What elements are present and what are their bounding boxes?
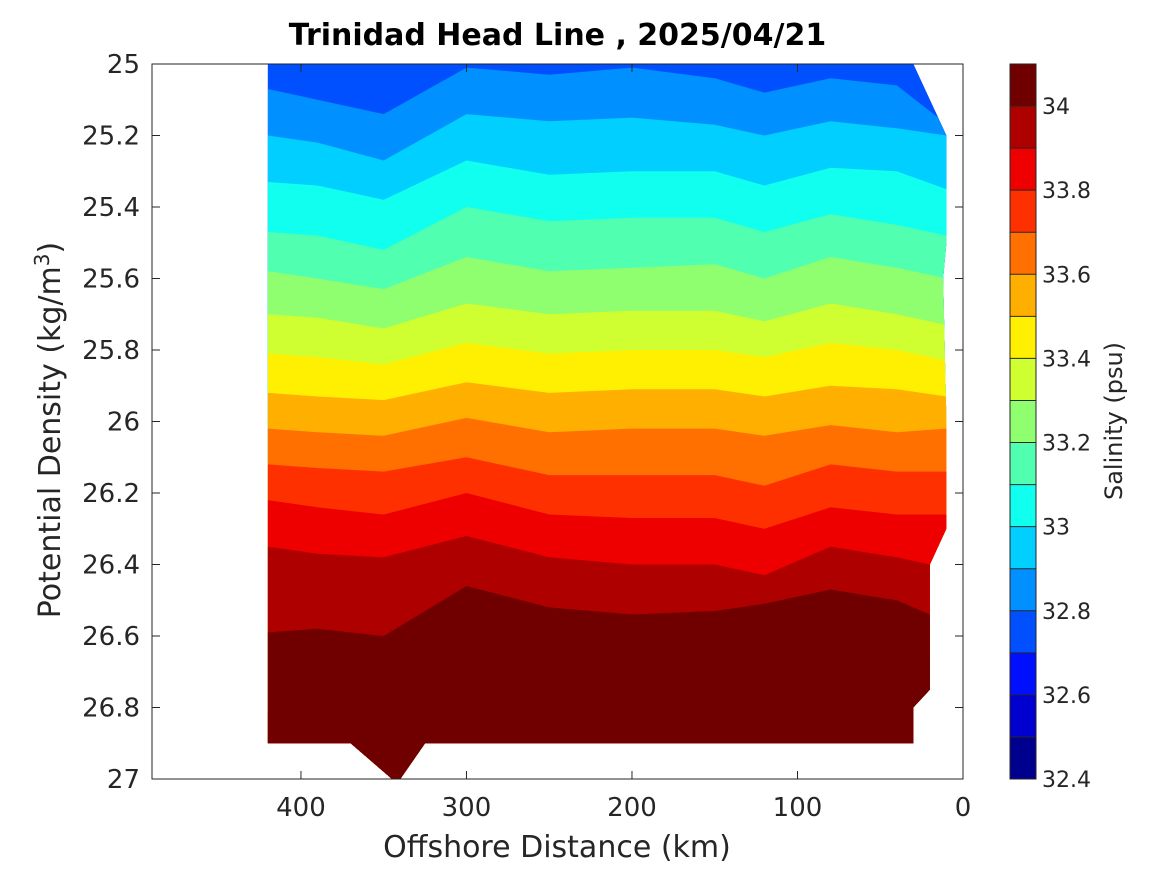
y-tick-label: 26.4: [82, 551, 140, 581]
colorbar-segment: [1010, 568, 1036, 611]
colorbar-segment: [1010, 190, 1036, 233]
chart-title: Trinidad Head Line , 2025/04/21: [288, 18, 827, 53]
colorbar-tick-label: 32.6: [1042, 684, 1091, 709]
colorbar-segment: [1010, 358, 1036, 401]
y-tick-label: 25.2: [82, 122, 140, 152]
colorbar-tick-label: 33.6: [1042, 263, 1091, 288]
y-axis: 25 25.2 25.4 25.6 25.8 26 26.2 26.4 26.6 26.8 27: [82, 50, 963, 795]
colorbar-segment: [1010, 694, 1036, 737]
y-tick-label: 26.6: [82, 622, 140, 652]
colorbar-tick-label: 33.2: [1042, 432, 1091, 457]
colorbar-tick-label: 33: [1042, 516, 1070, 541]
colorbar-segment: [1010, 526, 1036, 569]
colorbar-tick-label: 33.8: [1042, 179, 1091, 204]
colorbar-segment: [1010, 316, 1036, 359]
x-tick-label: 200: [607, 793, 657, 823]
colorbar-tick-label: 32.4: [1042, 768, 1091, 793]
colorbar-segment: [1010, 442, 1036, 485]
colorbar-tick-label: 32.8: [1042, 600, 1091, 625]
y-axis-label-main: Potential Density (kg/m: [33, 266, 68, 618]
colorbar-segment: [1010, 652, 1036, 695]
y-axis-label-tail: ): [33, 242, 68, 254]
y-tick-label: 25.8: [82, 336, 140, 366]
y-tick-label: 27: [107, 765, 140, 795]
colorbar-segment: [1010, 64, 1036, 107]
y-axis-label-superscript: 3: [30, 253, 54, 266]
colorbar-segment: [1010, 610, 1036, 653]
colorbar-segment: [1010, 274, 1036, 317]
y-tick-label: 25.6: [82, 265, 140, 295]
y-tick-label: 26: [107, 408, 140, 438]
x-tick-label: 300: [442, 793, 492, 823]
colorbar-frame: [1009, 63, 1037, 780]
colorbar-segment: [1010, 484, 1036, 527]
colorbar-label: Salinity (psu): [1100, 342, 1128, 500]
y-axis-label: Potential Density (kg/m3): [30, 242, 68, 618]
y-tick-label: 25.4: [82, 193, 140, 223]
colorbar-tick-label: 33.4: [1042, 347, 1091, 372]
colorbar-segment: [1010, 148, 1036, 191]
colorbar-segment: [1010, 106, 1036, 149]
y-tick-label: 25: [107, 50, 140, 80]
plot-area: [267, 64, 947, 779]
x-axis: 400 300 200 100 0: [276, 64, 971, 823]
colorbar-segment: [1010, 232, 1036, 275]
colorbar-segment: [1010, 736, 1036, 779]
x-tick-label: 400: [276, 793, 326, 823]
colorbar-segment: [1010, 400, 1036, 443]
x-tick-label: 100: [773, 793, 823, 823]
colorbar-tick-label: 34: [1042, 95, 1070, 120]
x-axis-label: Offshore Distance (km): [383, 830, 731, 865]
y-tick-label: 26.8: [82, 694, 140, 724]
y-tick-label: 26.2: [82, 479, 140, 509]
x-tick-label: 0: [955, 793, 972, 823]
colorbar: 32.4 32.6 32.8 33 33.2 33.4 33.6 33.8 34: [1009, 63, 1091, 793]
